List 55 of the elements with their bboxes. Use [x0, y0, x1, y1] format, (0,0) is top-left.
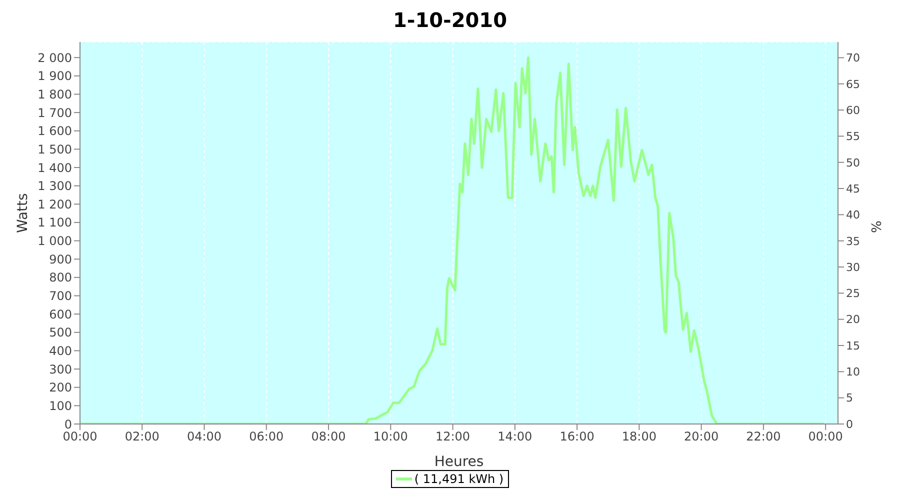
y-tick-label: 1 300 — [38, 179, 72, 194]
y-axis-title: Watts — [14, 193, 31, 233]
x-tick-label: 10:00 — [373, 430, 408, 444]
y2-tick-label: 30 — [846, 260, 860, 274]
y-tick-label: 200 — [49, 380, 72, 395]
x-tick-label: 04:00 — [186, 430, 222, 444]
x-tick-label: 06:00 — [249, 430, 284, 444]
x-tick-label: 16:00 — [560, 430, 594, 444]
y-tick-label: 1 400 — [38, 160, 72, 175]
y2-tick-label: 25 — [846, 287, 860, 300]
x-tick-label: 00:00 — [62, 430, 98, 444]
x-axis-title: Heures — [434, 454, 484, 470]
y-tick-label: 1 600 — [38, 124, 72, 138]
x-tick-label: 08:00 — [311, 430, 346, 444]
x-tick-label: 12:00 — [435, 430, 470, 444]
x-tick-label: 14:00 — [498, 430, 532, 444]
line-series — [80, 56, 826, 424]
y-tick-label: 100 — [49, 398, 72, 413]
y-tick-label: 1 100 — [38, 216, 72, 230]
y-tick-label: 600 — [49, 307, 72, 322]
legend-label: ( 11,491 kWh ) — [414, 472, 504, 486]
y-tick-label: 1 500 — [38, 142, 72, 156]
x-tick-label: 02:00 — [124, 430, 160, 444]
y-tick-label: 800 — [49, 270, 72, 285]
y-tick-label: 400 — [49, 344, 72, 358]
y-tick-label: 700 — [49, 289, 72, 304]
y2-tick-label: 5 — [846, 392, 853, 405]
y2-tick-label: 60 — [846, 104, 860, 117]
y2-tick-label: 40 — [846, 208, 860, 222]
x-tick-label: 00:00 — [808, 430, 843, 444]
y2-tick-label: 20 — [846, 313, 860, 326]
y2-tick-label: 45 — [846, 182, 860, 196]
y2-tick-label: 15 — [846, 339, 860, 352]
y-tick-label: 1 200 — [38, 197, 72, 212]
y2-tick-label: 65 — [846, 78, 860, 91]
y-tick-label: 0 — [64, 417, 72, 432]
y-tick-label: 300 — [49, 362, 72, 376]
y2-tick-label: 55 — [846, 130, 860, 144]
x-tick-label: 20:00 — [684, 430, 719, 444]
y2-tick-label: 50 — [846, 156, 860, 170]
y2-tick-label: 10 — [846, 366, 860, 379]
x-tick-label: 22:00 — [746, 430, 781, 444]
y-tick-label: 1 900 — [38, 69, 72, 84]
x-tick-label: 18:00 — [622, 430, 656, 444]
chart-title: 1-10-2010 — [392, 8, 508, 34]
y-tick-label: 900 — [49, 252, 72, 266]
y-tick-label: 1 800 — [38, 87, 72, 102]
y2-tick-label: 35 — [846, 234, 860, 248]
y-tick-label: 2 000 — [38, 50, 72, 65]
y-tick-label: 1 000 — [38, 234, 72, 248]
y2-axis-title: % — [867, 220, 882, 233]
y2-tick-label: 70 — [846, 52, 860, 65]
y2-tick-label: 0 — [846, 418, 853, 431]
y-tick-label: 500 — [49, 326, 72, 340]
y-tick-label: 1 700 — [38, 106, 72, 120]
